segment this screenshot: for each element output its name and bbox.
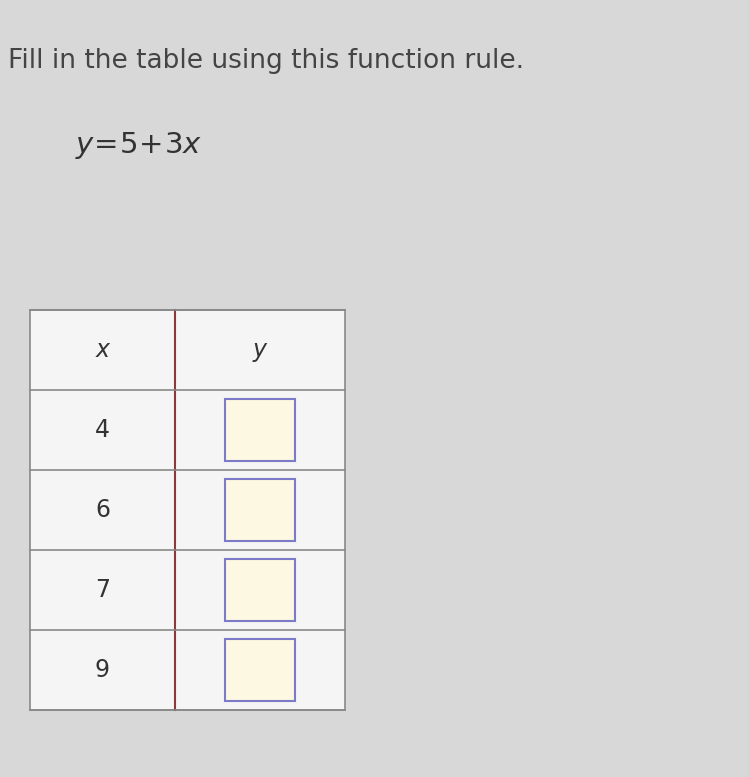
Bar bbox=[225, 639, 295, 701]
Bar bbox=[30, 310, 345, 710]
Text: y: y bbox=[253, 338, 267, 362]
Text: $y\!=\!5\!+\!3x$: $y\!=\!5\!+\!3x$ bbox=[75, 130, 202, 161]
Bar bbox=[30, 310, 345, 710]
Text: 4: 4 bbox=[95, 418, 110, 442]
Bar bbox=[225, 479, 295, 541]
Bar bbox=[225, 559, 295, 621]
Text: Fill in the table using this function rule.: Fill in the table using this function ru… bbox=[8, 48, 524, 74]
Text: x: x bbox=[96, 338, 109, 362]
Text: 6: 6 bbox=[95, 498, 110, 522]
Text: 7: 7 bbox=[95, 578, 110, 602]
Text: 9: 9 bbox=[95, 658, 110, 682]
Bar bbox=[225, 399, 295, 461]
